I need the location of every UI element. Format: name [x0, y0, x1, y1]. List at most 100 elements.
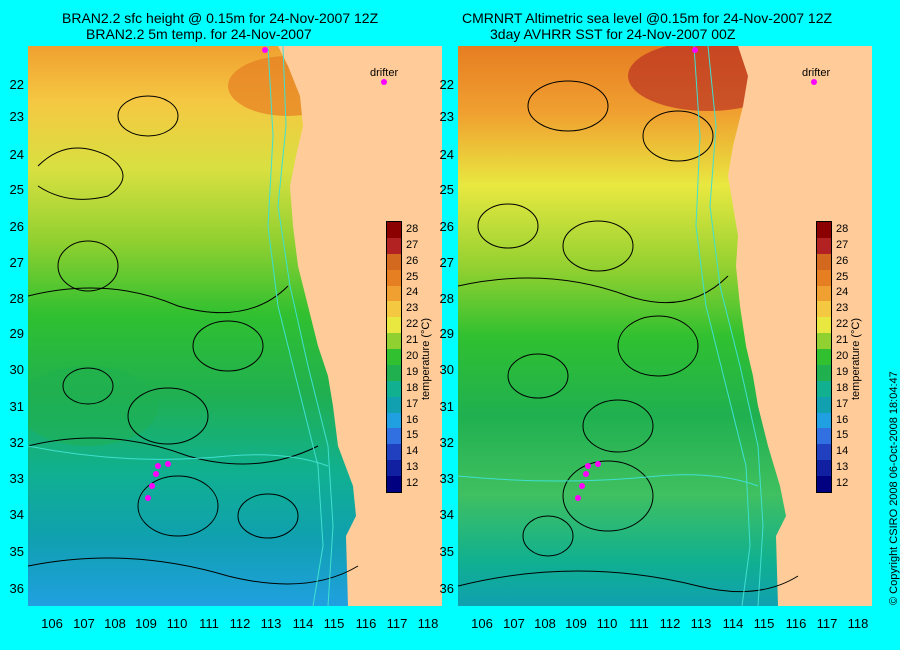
- lon-label: 111: [629, 616, 649, 631]
- lon-label: 108: [534, 616, 556, 631]
- colorbar-tick-label: 19: [406, 365, 419, 378]
- colorbar-swatch: [387, 333, 401, 349]
- lat-label: 30: [9, 362, 24, 377]
- lat-label: 29: [439, 326, 454, 341]
- lat-label: 33: [439, 471, 454, 486]
- land-mass: [728, 46, 872, 606]
- left-colorbar-title: temperature (°C): [420, 317, 432, 400]
- colorbar-swatch: [817, 222, 831, 238]
- left-drifter-label: drifter: [370, 67, 399, 79]
- lon-label: 107: [73, 616, 95, 631]
- colorbar-tick-label: 27: [406, 238, 419, 251]
- colorbar-swatch: [387, 269, 401, 286]
- lat-label: 36: [439, 581, 454, 596]
- colorbar-swatch: [387, 349, 401, 365]
- left-title-line1: BRAN2.2 sfc height @ 0.15m for 24-Nov-20…: [62, 10, 379, 26]
- colorbar-swatch: [387, 222, 401, 238]
- colorbar-swatch: [817, 396, 831, 413]
- colorbar-swatch: [817, 476, 831, 492]
- colorbar-tick-label: 24: [836, 286, 849, 299]
- colorbar-swatch: [387, 364, 401, 381]
- lat-label: 26: [9, 219, 24, 234]
- lat-label: 34: [439, 507, 454, 522]
- drifter-track: [575, 47, 817, 501]
- colorbar-tick-label: 22: [836, 318, 849, 331]
- lat-label: 23: [9, 109, 24, 124]
- colorbar-swatch: [387, 301, 401, 318]
- lon-label: 118: [417, 616, 439, 631]
- colorbar-tick-label: 20: [406, 350, 419, 362]
- colorbar-swatch: [817, 428, 831, 445]
- lon-label: 107: [503, 616, 525, 631]
- lon-label: 106: [41, 616, 63, 631]
- lon-label: 118: [847, 616, 869, 631]
- right-map: [458, 46, 872, 606]
- lat-label: 31: [439, 399, 454, 414]
- colorbar-swatch: [387, 285, 401, 302]
- lon-label: 113: [260, 616, 282, 631]
- lat-label: 22: [439, 77, 454, 92]
- lat-label: 25: [439, 182, 454, 197]
- colorbar-tick-label: 14: [406, 445, 419, 458]
- sea-level-contours: [28, 95, 359, 585]
- lat-label: 29: [9, 326, 24, 341]
- colorbar-tick-label: 17: [836, 397, 849, 410]
- lat-label: 31: [9, 399, 24, 414]
- lon-label: 116: [355, 616, 377, 631]
- colorbar-tick-label: 13: [406, 461, 419, 474]
- lon-label: 108: [104, 616, 126, 631]
- colorbar-swatch: [387, 412, 401, 429]
- lat-label: 35: [439, 544, 454, 559]
- colorbar-swatch: [817, 317, 831, 334]
- colorbar-tick-label: 12: [836, 477, 849, 490]
- lat-label: 28: [9, 291, 24, 306]
- colorbar-tick-label: 26: [836, 254, 849, 267]
- colorbar-tick-label: 15: [406, 429, 419, 442]
- colorbar-swatch: [817, 285, 831, 302]
- colorbar-tick-label: 23: [836, 302, 849, 315]
- colorbar-swatch: [387, 317, 401, 334]
- colorbar-swatch: [817, 333, 831, 349]
- lat-label: 33: [9, 471, 24, 486]
- colorbar-tick-label: 12: [406, 477, 419, 490]
- colorbar-swatch: [387, 476, 401, 492]
- colorbar-swatch: [387, 396, 401, 413]
- lon-label: 106: [471, 616, 493, 631]
- lat-label: 30: [439, 362, 454, 377]
- colorbar-tick-label: 18: [836, 381, 849, 394]
- lat-label: 24: [439, 147, 454, 162]
- lon-label: 116: [785, 616, 807, 631]
- colorbar-tick-label: 20: [836, 350, 849, 362]
- lat-label: 36: [9, 581, 24, 596]
- colorbar-swatch: [817, 364, 831, 381]
- sea-level-contours: [458, 80, 799, 593]
- lon-label: 109: [135, 616, 157, 631]
- lat-label: 32: [439, 435, 454, 450]
- lat-label: 35: [9, 544, 24, 559]
- colorbar-swatch: [817, 460, 831, 476]
- left-map: [28, 46, 442, 606]
- lat-label: 27: [439, 255, 454, 270]
- colorbar-tick-label: 21: [406, 334, 419, 347]
- colorbar-swatch: [817, 237, 831, 254]
- colorbar-tick-label: 28: [406, 222, 419, 235]
- lon-label: 112: [659, 616, 681, 631]
- isobaths: [28, 46, 334, 606]
- lon-label: 112: [229, 616, 251, 631]
- drifter-track: [145, 47, 387, 501]
- right-colorbar-title: temperature (°C): [850, 317, 862, 400]
- lon-label: 113: [690, 616, 712, 631]
- colorbar-swatch: [817, 269, 831, 286]
- lon-label: 117: [816, 616, 838, 631]
- lon-label: 110: [166, 616, 188, 631]
- colorbar-swatch: [387, 237, 401, 254]
- lat-label: 27: [9, 255, 24, 270]
- lon-label: 115: [323, 616, 345, 631]
- colorbar-swatch: [387, 460, 401, 476]
- lon-label: 109: [565, 616, 587, 631]
- colorbar-tick-label: 28: [836, 222, 849, 235]
- colorbar-tick-label: 18: [406, 381, 419, 394]
- colorbar-tick-label: 25: [836, 270, 849, 283]
- colorbar-tick-label: 24: [406, 286, 419, 299]
- colorbar-tick-label: 25: [406, 270, 419, 283]
